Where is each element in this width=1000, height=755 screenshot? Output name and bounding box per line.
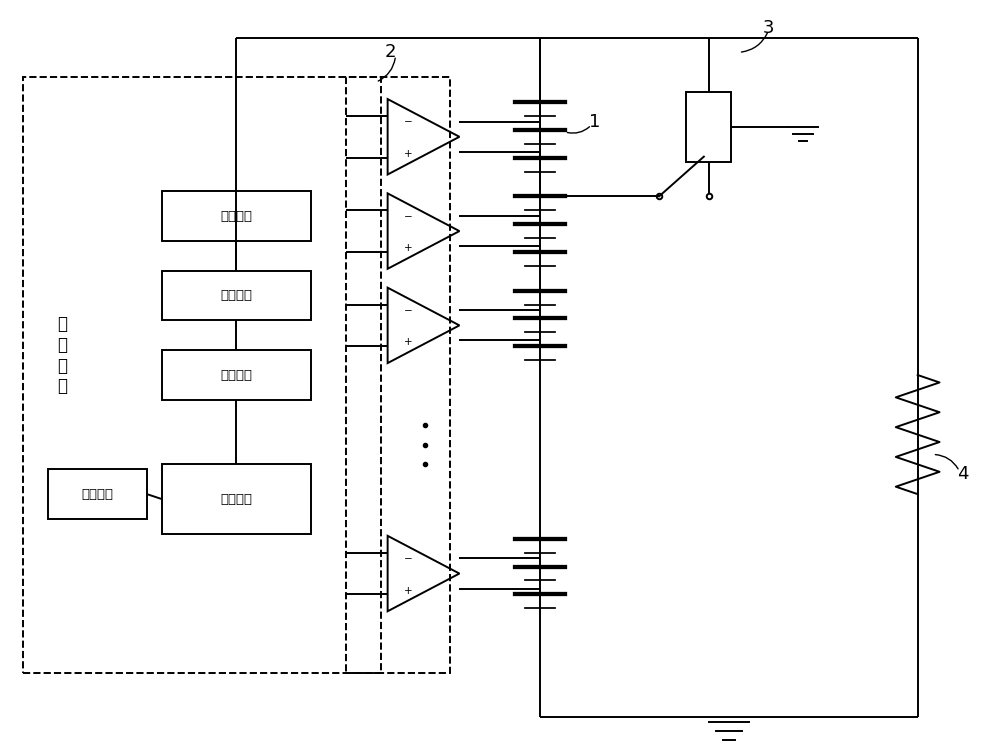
Text: −: −	[404, 211, 413, 222]
Text: 2: 2	[385, 43, 396, 61]
Text: +: +	[404, 243, 413, 253]
Bar	[162, 464, 311, 534]
Bar	[346, 77, 450, 673]
Bar	[162, 350, 311, 400]
Bar	[48, 470, 147, 519]
Text: −: −	[404, 306, 413, 316]
Text: −: −	[404, 118, 413, 128]
Text: 驱动电路: 驱动电路	[220, 210, 252, 223]
Text: +: +	[404, 149, 413, 159]
Text: 预警电路: 预警电路	[81, 488, 113, 501]
Text: 控制芯片: 控制芯片	[220, 492, 252, 506]
Bar	[162, 191, 311, 241]
Text: 4: 4	[957, 465, 968, 483]
Text: 3: 3	[763, 19, 774, 36]
Text: +: +	[404, 586, 413, 596]
Text: 反馈电路: 反馈电路	[220, 368, 252, 381]
Text: −: −	[404, 554, 413, 564]
Bar	[23, 77, 381, 673]
Bar	[162, 271, 311, 320]
Text: 1: 1	[589, 113, 600, 131]
Text: 控
制
电
路: 控 制 电 路	[57, 315, 67, 396]
Text: 放大电路: 放大电路	[220, 289, 252, 302]
Text: +: +	[404, 337, 413, 347]
Bar	[686, 92, 731, 162]
